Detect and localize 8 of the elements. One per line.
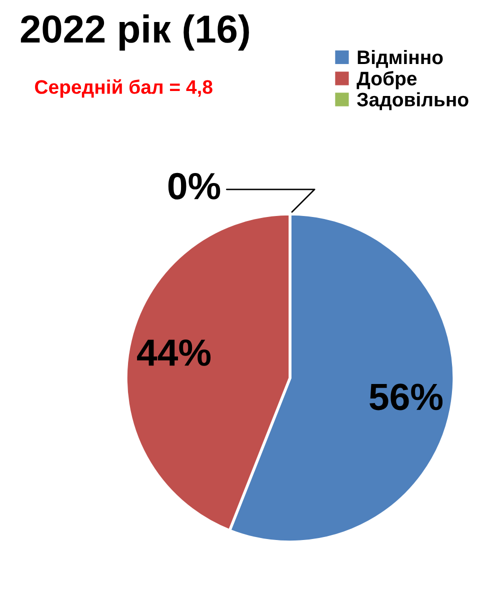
legend-label: Задовільно [356,92,468,110]
legend-label: Добре [356,70,417,90]
text: Середній бал = 4,8 [35,79,212,98]
data-label: 56% [370,384,443,410]
text: 0% [168,172,220,200]
chart-title: 2022 рік (16) [20,14,249,51]
legend-label: Відмінно [358,50,443,68]
data-label: 44% [137,339,211,366]
